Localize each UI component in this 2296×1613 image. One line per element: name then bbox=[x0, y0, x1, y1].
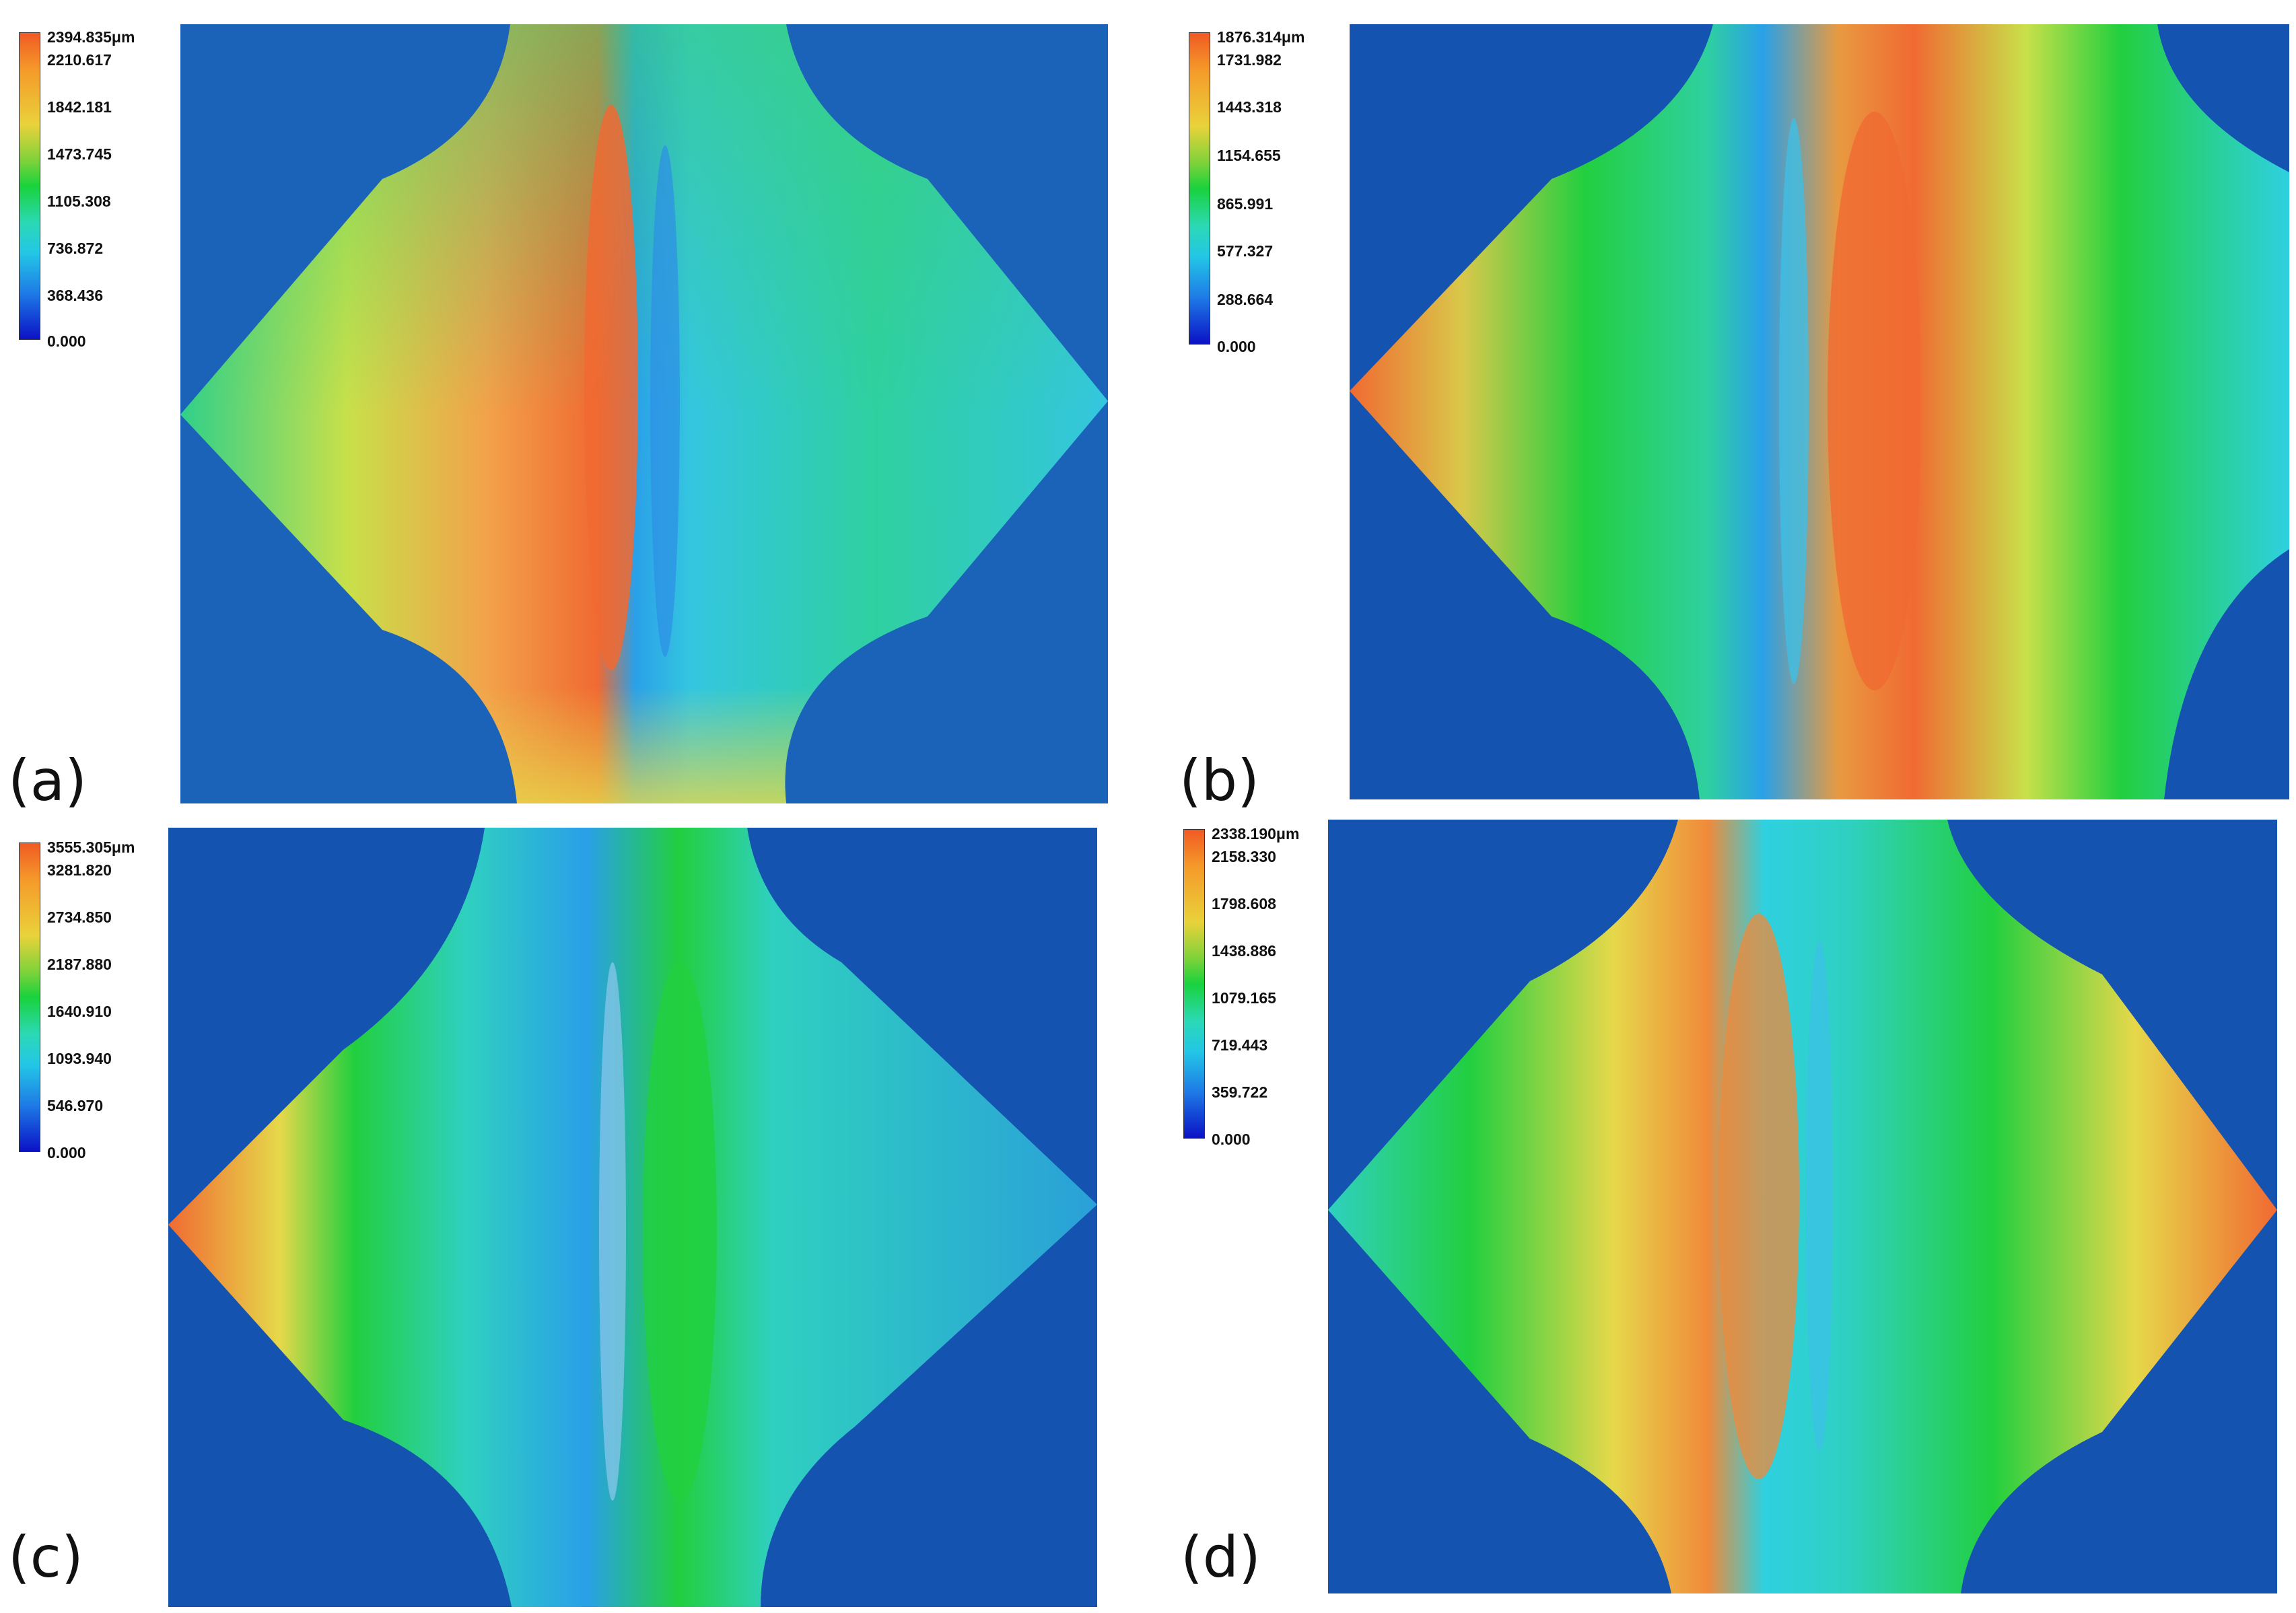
scale-tick: 1473.745 bbox=[47, 145, 112, 163]
scale-max-label: 2394.835μm bbox=[47, 28, 135, 46]
deformation-ridge bbox=[643, 962, 717, 1501]
scale-tick: 577.327 bbox=[1217, 242, 1274, 260]
deformation-ridge bbox=[1828, 112, 1922, 690]
scale-max-label: 3555.305μm bbox=[47, 838, 135, 856]
deformation-map-d bbox=[1328, 820, 2277, 1593]
specimen-shading bbox=[180, 24, 1108, 803]
scale-tick: 0.000 bbox=[1217, 338, 1256, 355]
panel-d: 2338.190μm 2158.330 1798.608 1438.886 10… bbox=[1171, 814, 2296, 1613]
color-scale-bar bbox=[1183, 829, 1205, 1139]
deformation-groove bbox=[1779, 118, 1809, 684]
deformation-groove bbox=[1806, 941, 1833, 1452]
scale-tick: 368.436 bbox=[47, 287, 104, 304]
deformation-ridge bbox=[1718, 914, 1799, 1479]
scale-max-label: 1876.314μm bbox=[1217, 28, 1305, 46]
panel-label-b: (b) bbox=[1179, 748, 1259, 814]
specimen-surface bbox=[168, 828, 1097, 1607]
color-scale-bar bbox=[1189, 32, 1210, 345]
scale-tick: 736.872 bbox=[47, 240, 104, 257]
scale-tick: 0.000 bbox=[47, 1144, 86, 1161]
scale-tick: 1443.318 bbox=[1217, 98, 1282, 116]
panel-a: 2394.835μm 2210.617 1842.181 1473.745 11… bbox=[0, 0, 1144, 809]
deformation-map-b bbox=[1350, 24, 2289, 799]
panel-label-c: (c) bbox=[8, 1524, 83, 1590]
deformation-map-c bbox=[168, 828, 1097, 1607]
panel-b: 1876.314μm 1731.982 1443.318 1154.655 86… bbox=[1171, 0, 2296, 809]
scale-tick: 2158.330 bbox=[1212, 848, 1276, 865]
deformation-groove bbox=[650, 145, 680, 657]
scale-tick: 1640.910 bbox=[47, 1003, 112, 1020]
panel-label-a: (a) bbox=[8, 748, 88, 814]
specimen-surface bbox=[1328, 820, 2277, 1593]
scale-tick: 865.991 bbox=[1217, 195, 1274, 213]
deformation-ridge bbox=[584, 105, 638, 670]
scale-tick: 1731.982 bbox=[1217, 51, 1282, 69]
color-scale-bar bbox=[19, 32, 40, 340]
deformation-map-a bbox=[180, 24, 1108, 803]
scale-tick: 546.970 bbox=[47, 1097, 104, 1114]
panel-c: 3555.305μm 3281.820 2734.850 2187.880 16… bbox=[0, 814, 1144, 1613]
scale-tick: 1438.886 bbox=[1212, 942, 1276, 960]
scale-tick: 2187.880 bbox=[47, 956, 112, 973]
scale-tick: 719.443 bbox=[1212, 1036, 1268, 1054]
scale-tick: 3281.820 bbox=[47, 861, 112, 879]
scale-tick: 359.722 bbox=[1212, 1083, 1268, 1101]
scale-tick: 1105.308 bbox=[47, 192, 111, 210]
scale-tick: 2734.850 bbox=[47, 908, 112, 926]
scale-tick: 288.664 bbox=[1217, 291, 1274, 308]
scale-tick: 1798.608 bbox=[1212, 895, 1276, 912]
scale-max-label: 2338.190μm bbox=[1212, 825, 1300, 843]
specimen-surface bbox=[1350, 24, 2289, 799]
panel-label-d: (d) bbox=[1181, 1524, 1261, 1590]
scale-tick: 1154.655 bbox=[1217, 147, 1281, 164]
scale-tick: 0.000 bbox=[47, 332, 86, 350]
scale-tick: 1842.181 bbox=[47, 98, 112, 116]
deformation-groove bbox=[599, 962, 626, 1501]
color-scale-bar bbox=[19, 843, 40, 1152]
scale-tick: 0.000 bbox=[1212, 1131, 1251, 1148]
scale-tick: 1093.940 bbox=[47, 1050, 112, 1067]
scale-tick: 2210.617 bbox=[47, 51, 112, 69]
scale-tick: 1079.165 bbox=[1212, 989, 1276, 1007]
